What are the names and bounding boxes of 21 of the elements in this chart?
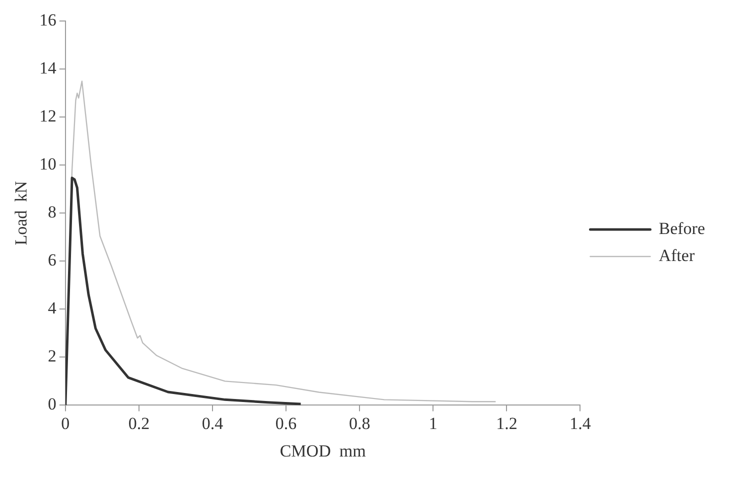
x-tick-label: 1.2: [496, 414, 518, 433]
y-axis-title: Load kN: [12, 181, 31, 246]
y-tick-label: 16: [39, 10, 56, 30]
x-tick-label: 0.8: [348, 414, 370, 433]
legend-label: Before: [658, 218, 706, 238]
y-tick-label: 6: [48, 250, 56, 270]
x-tick-label: 0.6: [275, 414, 297, 433]
y-tick-label: 10: [39, 154, 56, 174]
legend-label: After: [658, 246, 695, 265]
x-tick-label: 1.4: [570, 414, 592, 433]
y-tick-label: 14: [39, 58, 57, 78]
y-tick-label: 12: [39, 106, 56, 126]
x-tick-label: 1: [428, 414, 438, 433]
x-axis-title: CMOD mm: [280, 441, 366, 460]
y-tick-label: 8: [48, 202, 56, 222]
y-tick-label: 2: [48, 346, 56, 366]
x-tick-label: 0: [61, 414, 70, 433]
x-tick-label: 0.2: [128, 414, 150, 433]
x-tick-label: 0.4: [202, 414, 224, 433]
y-tick-label: 0: [48, 394, 56, 414]
y-tick-label: 4: [48, 298, 57, 318]
